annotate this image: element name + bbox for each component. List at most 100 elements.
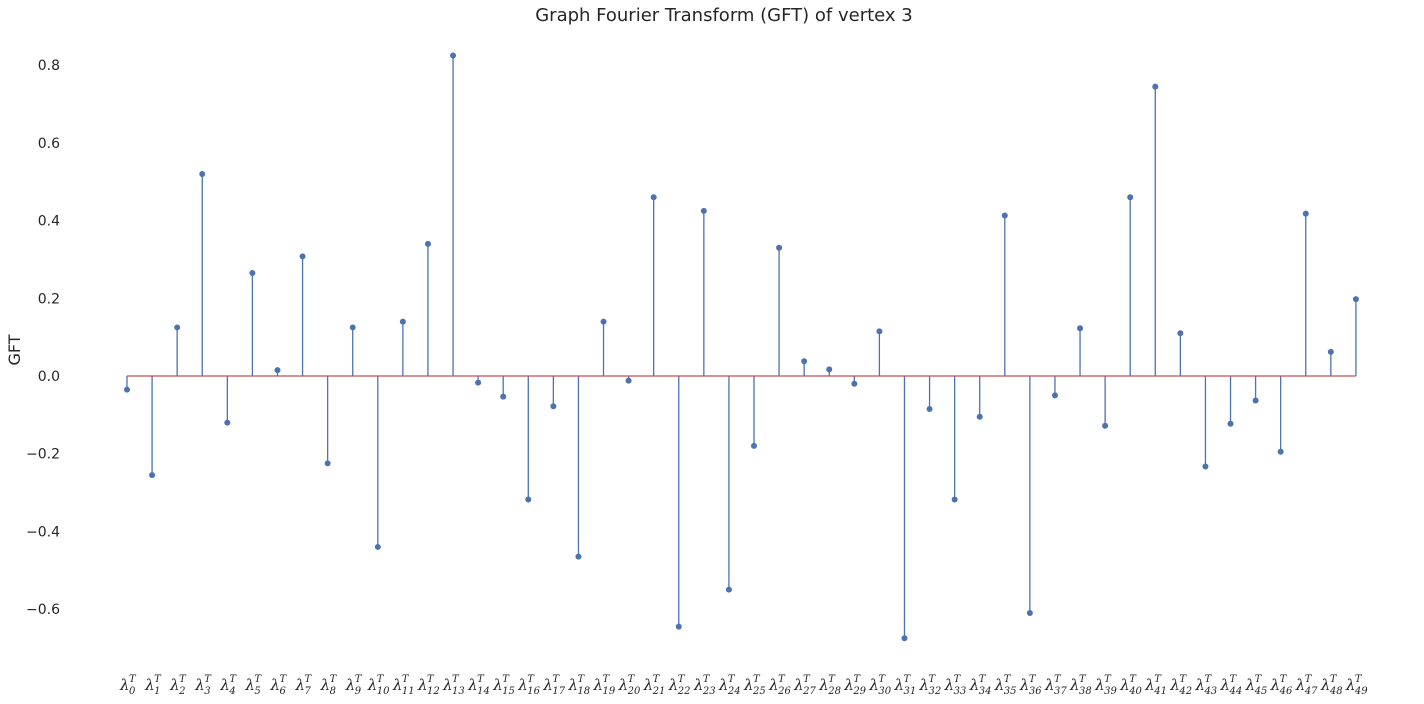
x-tick-symbol: λ: [1295, 676, 1306, 694]
x-tick-superscript: T: [427, 674, 435, 685]
x-tick-symbol: λ: [818, 676, 829, 694]
x-tick-label: λ T22: [668, 674, 691, 697]
x-tick-subscript: 3: [204, 686, 210, 697]
stem-marker: [951, 496, 958, 503]
x-tick-symbol: λ: [169, 676, 180, 694]
x-tick-label: λ T45: [1245, 674, 1268, 697]
x-tick-label: λ T3: [194, 674, 212, 697]
stem-marker: [675, 623, 682, 630]
x-tick-subscript: 18: [577, 686, 590, 697]
x-tick-symbol: λ: [1194, 676, 1205, 694]
x-tick-label: λ T11: [392, 674, 415, 697]
stem-marker: [751, 442, 757, 449]
x-tick-label: λ T4: [219, 674, 237, 697]
x-tick-label: λ T43: [1194, 674, 1217, 697]
x-tick-subscript: 29: [852, 686, 866, 697]
stem-marker: [249, 270, 256, 277]
x-tick-superscript: T: [229, 674, 237, 685]
x-tick-symbol: λ: [295, 676, 306, 694]
x-tick-label: λ T8: [320, 674, 338, 697]
x-tick-subscript: 34: [979, 686, 992, 697]
x-tick-superscript: T: [402, 674, 410, 685]
x-tick-label: λ T2: [169, 674, 187, 697]
x-tick-symbol: λ: [1019, 676, 1030, 694]
x-tick-label: λ T14: [467, 674, 490, 697]
stem-marker: [700, 207, 707, 214]
x-tick-label: λ T27: [793, 674, 816, 697]
x-tick-subscript: 2: [178, 686, 185, 697]
x-tick-subscript: 27: [802, 686, 816, 697]
stem-marker: [500, 393, 507, 400]
x-tick-label: λ T9: [345, 674, 363, 697]
stem-marker: [349, 324, 356, 331]
x-tick-label: λ T19: [593, 674, 616, 697]
x-tick-symbol: λ: [643, 676, 654, 694]
x-tick-subscript: 26: [777, 686, 791, 697]
x-tick-subscript: 47: [1304, 686, 1318, 697]
x-tick-label: λ T24: [718, 674, 741, 697]
x-tick-subscript: 8: [330, 686, 336, 697]
chart-title: Graph Fourier Transform (GFT) of vertex …: [535, 5, 913, 26]
stem-marker: [976, 413, 983, 420]
x-tick-label: λ T30: [868, 674, 891, 697]
x-tick-subscript: 21: [652, 686, 666, 697]
x-tick-superscript: T: [603, 674, 611, 685]
x-tick-symbol: λ: [144, 676, 155, 694]
x-tick-label: λ T42: [1169, 674, 1192, 697]
stem-marker: [876, 328, 883, 335]
x-tick-superscript: T: [330, 674, 338, 685]
stem-marker: [826, 366, 833, 373]
x-tick-subscript: 25: [752, 686, 766, 697]
x-tick-subscript: 31: [903, 686, 916, 697]
x-tick-superscript: T: [577, 674, 585, 685]
x-tick-symbol: λ: [1320, 676, 1331, 694]
x-tick-superscript: T: [355, 674, 363, 685]
x-tick-superscript: T: [179, 674, 187, 685]
x-tick-label: λ T38: [1069, 674, 1092, 697]
x-tick-subscript: 36: [1029, 686, 1042, 697]
x-tick-label: λ T26: [768, 674, 791, 697]
x-tick-superscript: T: [154, 674, 162, 685]
x-tick-subscript: 23: [702, 686, 716, 697]
y-tick-label: 0.6: [38, 136, 60, 152]
x-tick-subscript: 33: [954, 686, 967, 697]
stem-marker: [199, 170, 206, 177]
x-tick-superscript: T: [728, 674, 736, 685]
x-tick-symbol: λ: [517, 676, 528, 694]
stem-markers: [124, 52, 1359, 642]
x-tick-subscript: 35: [1004, 686, 1017, 697]
x-tick-superscript: T: [878, 674, 886, 685]
x-tick-superscript: T: [753, 674, 761, 685]
x-tick-subscript: 22: [677, 686, 691, 697]
x-tick-label: λ T41: [1144, 674, 1167, 697]
x-tick-subscript: 9: [355, 686, 362, 697]
stem-marker: [1277, 448, 1284, 455]
y-axis-ticks: −0.6 −0.4 −0.2 0.0 0.2 0.4 0.6 0.8: [26, 58, 60, 618]
stem-marker: [374, 543, 381, 550]
stem-marker: [274, 367, 281, 374]
stem-marker: [1252, 397, 1259, 404]
y-tick-label: 0.8: [38, 58, 60, 74]
x-tick-symbol: λ: [1270, 676, 1281, 694]
stem-marker: [1227, 420, 1234, 427]
y-tick-label: −0.4: [26, 524, 60, 540]
x-tick-symbol: λ: [492, 676, 503, 694]
x-tick-superscript: T: [1330, 674, 1338, 685]
x-tick-symbol: λ: [668, 676, 679, 694]
x-tick-symbol: λ: [693, 676, 704, 694]
x-tick-subscript: 38: [1079, 686, 1092, 697]
x-tick-subscript: 41: [1153, 686, 1167, 697]
x-tick-superscript: T: [1029, 674, 1037, 685]
x-tick-superscript: T: [929, 674, 937, 685]
stem-marker: [801, 358, 808, 365]
x-tick-superscript: T: [628, 674, 636, 685]
x-tick-subscript: 15: [502, 686, 515, 697]
x-tick-symbol: λ: [269, 676, 280, 694]
x-tick-symbol: λ: [442, 676, 453, 694]
x-tick-subscript: 28: [827, 686, 841, 697]
stem-marker: [650, 194, 657, 201]
x-tick-label: λ T23: [693, 674, 716, 697]
x-tick-symbol: λ: [194, 676, 205, 694]
stem-marker: [525, 496, 532, 503]
